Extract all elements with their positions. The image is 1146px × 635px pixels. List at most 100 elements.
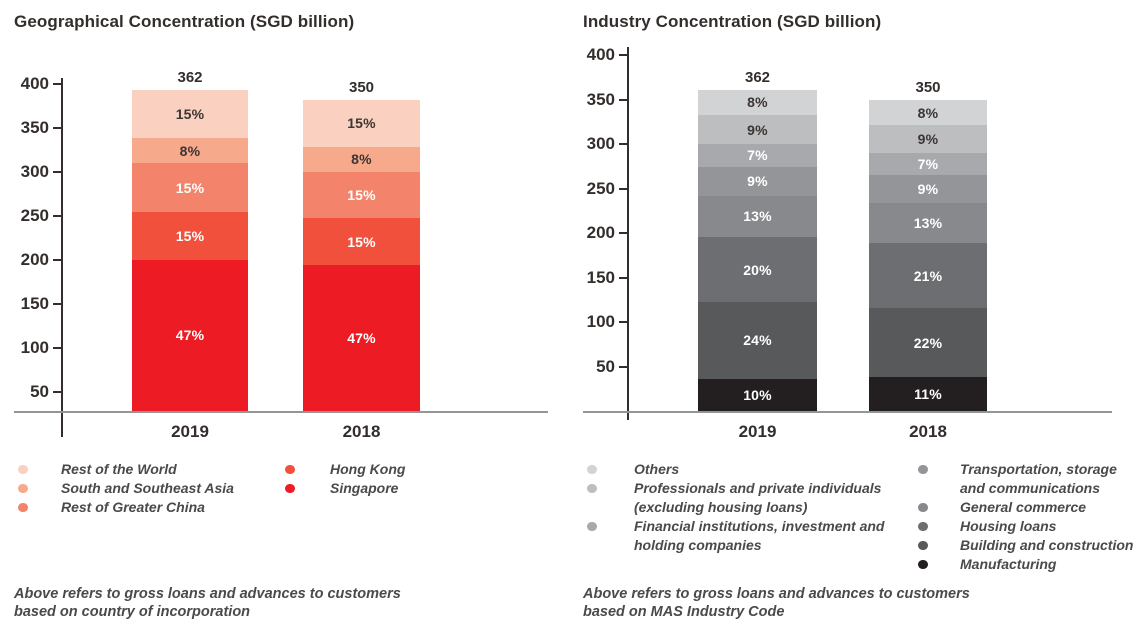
segment-value-label: 10%	[743, 386, 772, 403]
legend-item: Building and construction	[918, 536, 1145, 555]
segment-value-label: 11%	[914, 385, 942, 402]
legend-label: Rest of Greater China	[61, 499, 205, 515]
segment-others: 8%	[869, 100, 987, 126]
segment-south-and-southeast-asia: 8%	[132, 137, 248, 164]
y-tick-label: 200	[20, 250, 49, 269]
category-label: 2019	[171, 422, 209, 441]
segment-housing-loans: 21%	[869, 243, 987, 309]
y-tick-label: 400	[586, 45, 615, 64]
legend-item: South and Southeast Asia	[18, 479, 271, 498]
legend-item: Housing loans	[918, 517, 1145, 536]
y-tick-label: 300	[586, 134, 615, 153]
bar-total-label: 350	[348, 79, 375, 97]
legend-dot	[918, 502, 928, 512]
y-tick	[53, 391, 61, 393]
segment-hong-kong: 15%	[132, 211, 248, 260]
segment-transportation-storage-and-communication: 9%	[869, 174, 987, 203]
segment-value-label: 7%	[917, 155, 939, 172]
y-tick	[619, 321, 627, 323]
legend-dot	[918, 559, 928, 569]
segment-general-commerce: 13%	[698, 195, 817, 238]
segment-professionals-and-private-individuals-ex: 9%	[698, 115, 817, 145]
y-tick-label: 350	[586, 89, 615, 109]
segment-value-label: 8%	[179, 142, 201, 159]
chart-legend-column: Others Professionals and private individu…	[587, 460, 914, 555]
legend-item: General commerce	[918, 498, 1145, 517]
y-tick	[53, 215, 61, 217]
segment-value-label: 9%	[747, 173, 768, 190]
bar-total-label: 362	[744, 68, 771, 86]
legend-label: Hong Kong	[330, 461, 406, 477]
y-axis-line	[627, 47, 629, 420]
x-axis-line	[14, 411, 548, 413]
legend-label: Singapore	[330, 480, 399, 496]
segment-value-label: 13%	[913, 214, 943, 231]
y-axis-line	[61, 78, 63, 437]
y-tick	[619, 276, 627, 279]
legend-label: Building and construction	[960, 537, 1134, 553]
legend-dot	[918, 540, 928, 550]
chart-footnote-geographical: Above refers to gross loans and advances…	[14, 586, 401, 620]
legend-label: South and Southeast Asia	[61, 480, 234, 496]
y-tick	[619, 143, 627, 145]
segment-building-and-construction: 24%	[698, 301, 817, 379]
legend-dot	[587, 521, 597, 531]
legend-dot	[587, 483, 597, 493]
segment-value-label: 8%	[917, 104, 939, 121]
y-tick-label: 50	[30, 382, 49, 401]
y-tick-label: 150	[20, 294, 49, 313]
bar-2019: 15% 8% 15% 15% 47%	[132, 89, 248, 411]
segment-financial-institutions-investment-and-ho: 7%	[869, 153, 987, 175]
legend-label: Professionals and private individuals (e…	[634, 480, 882, 515]
legend-item: Hong Kong	[285, 460, 500, 479]
y-tick	[53, 347, 61, 349]
legend-item: Professionals and private individuals (e…	[587, 479, 914, 517]
segment-value-label: 47%	[175, 327, 205, 344]
chart-title-geographical: Geographical Concentration (SGD billion)	[14, 12, 355, 31]
bar-total-label: 350	[915, 79, 941, 97]
segment-manufacturing: 10%	[698, 378, 817, 411]
y-tick	[619, 98, 627, 101]
bar-total-label: 362	[177, 68, 203, 86]
legend-item: Singapore	[285, 479, 500, 498]
y-tick-label: 100	[586, 312, 615, 331]
legend-label: Financial institutions, investment and h…	[634, 518, 885, 553]
legend-dot	[18, 502, 28, 512]
segment-value-label: 21%	[913, 267, 943, 284]
y-tick	[619, 54, 627, 56]
chart-footnote-industry: Above refers to gross loans and advances…	[583, 586, 970, 620]
segment-value-label: 47%	[347, 329, 376, 346]
legend-label: Transportation, storage and communicatio…	[960, 461, 1117, 496]
y-tick	[619, 365, 627, 368]
chart-legend-column: Transportation, storage and communicatio…	[918, 460, 1145, 574]
legend-dot	[285, 464, 295, 474]
segment-rest-of-the-world: 15%	[132, 89, 248, 138]
y-tick	[619, 187, 627, 190]
legend-item: Rest of the World	[18, 460, 271, 479]
legend-item: Transportation, storage and communicatio…	[918, 460, 1145, 498]
segment-value-label: 15%	[175, 227, 205, 244]
segment-others: 8%	[698, 89, 817, 116]
segment-rest-of-the-world: 15%	[303, 100, 420, 147]
segment-value-label: 9%	[917, 131, 939, 148]
y-tick	[53, 303, 61, 305]
segment-building-and-construction: 22%	[869, 308, 987, 377]
segment-general-commerce: 13%	[869, 202, 987, 244]
legend-dot	[285, 483, 295, 493]
segment-value-label: 15%	[347, 115, 376, 132]
segment-singapore: 47%	[303, 264, 420, 411]
segment-value-label: 8%	[747, 94, 768, 111]
segment-value-label: 22%	[913, 334, 943, 351]
category-label: 2019	[738, 422, 777, 441]
segment-value-label: 7%	[747, 147, 768, 164]
bar-2018: 15% 8% 15% 15% 47%	[303, 100, 420, 411]
segment-value-label: 9%	[747, 121, 768, 138]
y-tick	[53, 83, 61, 85]
legend-item: Financial institutions, investment and h…	[587, 517, 914, 555]
y-tick	[53, 127, 61, 129]
y-tick-label: 100	[20, 338, 49, 357]
segment-value-label: 9%	[917, 180, 939, 197]
chart-legend-column: Hong Kong Singapore	[285, 460, 500, 498]
legend-label: General commerce	[960, 499, 1087, 515]
legend-label: Others	[634, 461, 680, 477]
